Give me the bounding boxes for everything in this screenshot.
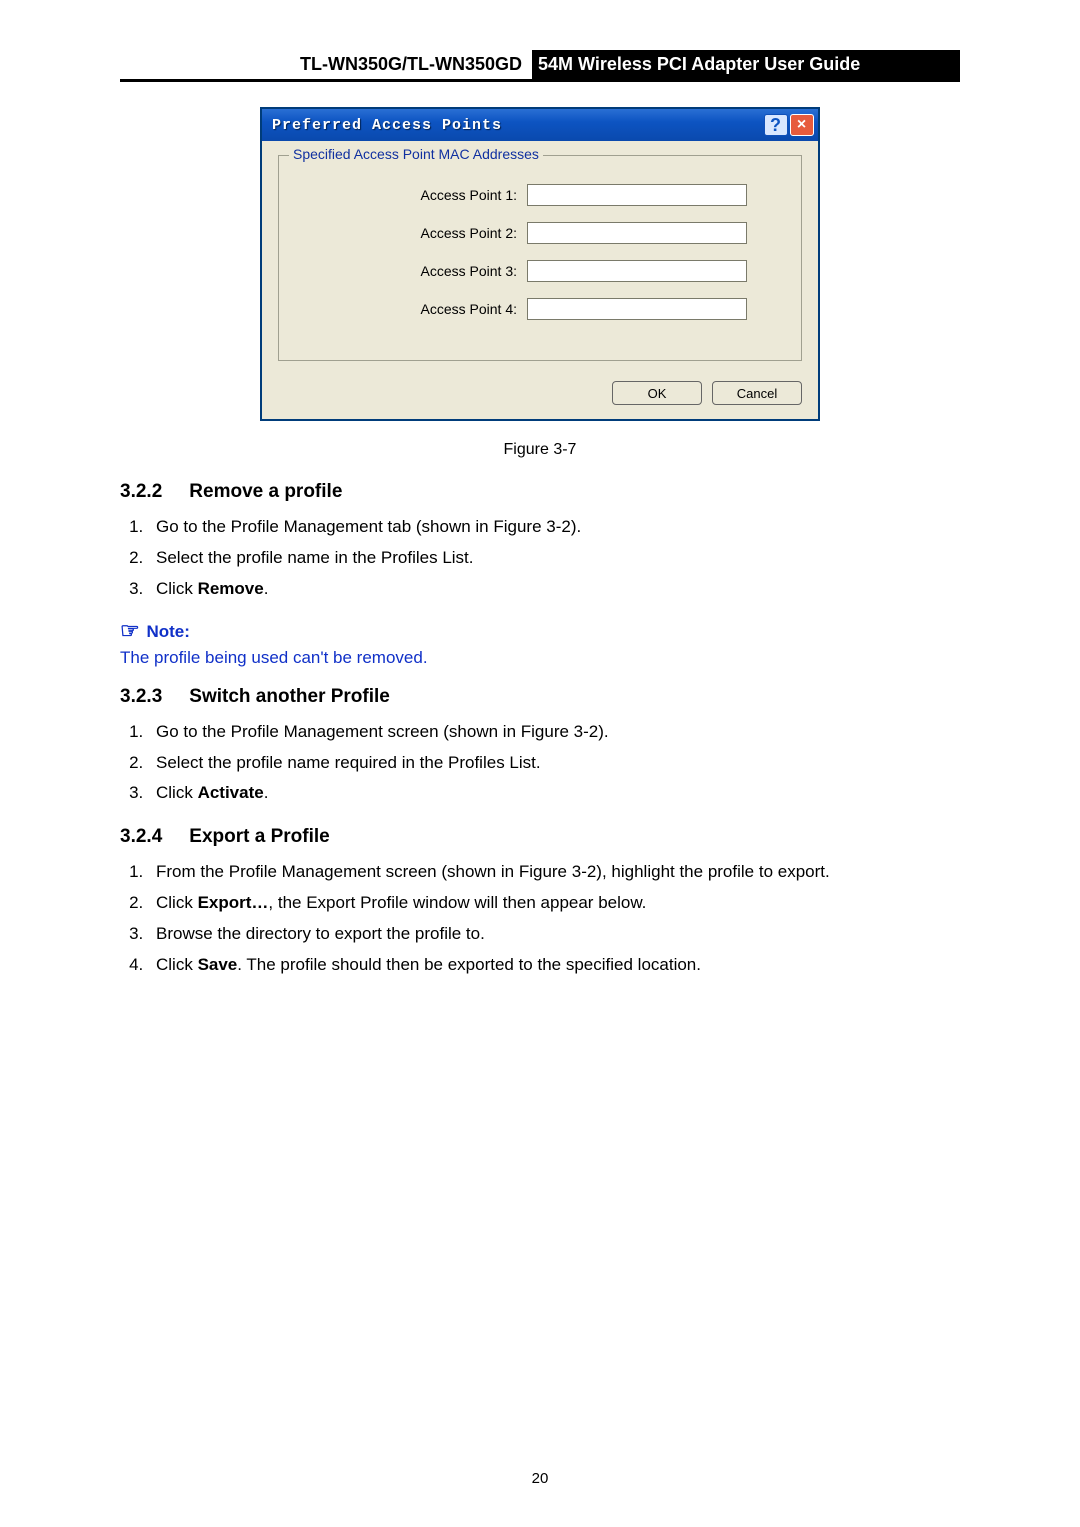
access-point-row: Access Point 4: <box>297 298 783 320</box>
ap1-label: Access Point 1: <box>297 187 527 203</box>
list-item: Click Save. The profile should then be e… <box>148 951 960 980</box>
dialog-titlebar: Preferred Access Points ? × <box>262 109 818 141</box>
help-icon[interactable]: ? <box>764 114 788 136</box>
ap3-input[interactable] <box>527 260 747 282</box>
steps-323: Go to the Profile Management screen (sho… <box>148 718 960 809</box>
mac-addresses-group: Specified Access Point MAC Addresses Acc… <box>278 155 802 361</box>
list-item: Browse the directory to export the profi… <box>148 920 960 949</box>
section-323-heading: 3.2.3 Switch another Profile <box>120 686 960 708</box>
access-point-row: Access Point 2: <box>297 222 783 244</box>
page-number: 20 <box>0 1470 1080 1487</box>
list-item: Click Export…, the Export Profile window… <box>148 889 960 918</box>
ap2-label: Access Point 2: <box>297 225 527 241</box>
list-item: Click Remove. <box>148 575 960 604</box>
close-icon[interactable]: × <box>790 114 814 136</box>
ap1-input[interactable] <box>527 184 747 206</box>
header-model: TL-WN350G/TL-WN350GD <box>120 50 532 79</box>
section-title: Export a Profile <box>189 826 329 847</box>
section-num: 3.2.4 <box>120 826 184 848</box>
steps-324: From the Profile Management screen (show… <box>148 858 960 980</box>
list-item: Go to the Profile Management screen (sho… <box>148 718 960 747</box>
steps-322: Go to the Profile Management tab (shown … <box>148 513 960 604</box>
note-body: The profile being used can't be removed. <box>120 648 960 668</box>
pointing-hand-icon: ☞ <box>120 618 140 643</box>
section-322-heading: 3.2.2 Remove a profile <box>120 481 960 503</box>
section-title: Remove a profile <box>189 481 342 502</box>
section-num: 3.2.2 <box>120 481 184 503</box>
ap3-label: Access Point 3: <box>297 263 527 279</box>
group-legend: Specified Access Point MAC Addresses <box>289 146 543 162</box>
doc-header: TL-WN350G/TL-WN350GD 54M Wireless PCI Ad… <box>120 50 960 82</box>
access-point-row: Access Point 3: <box>297 260 783 282</box>
cancel-button[interactable]: Cancel <box>712 381 802 405</box>
access-point-row: Access Point 1: <box>297 184 783 206</box>
list-item: Click Activate. <box>148 779 960 808</box>
header-subtitle: 54M Wireless PCI Adapter User Guide <box>532 50 960 79</box>
ok-button[interactable]: OK <box>612 381 702 405</box>
list-item: From the Profile Management screen (show… <box>148 858 960 887</box>
ap4-label: Access Point 4: <box>297 301 527 317</box>
list-item: Select the profile name in the Profiles … <box>148 544 960 573</box>
preferred-access-points-dialog: Preferred Access Points ? × Specified Ac… <box>260 107 820 421</box>
ap2-input[interactable] <box>527 222 747 244</box>
dialog-title: Preferred Access Points <box>272 117 762 134</box>
note-label: Note: <box>146 622 189 641</box>
ap4-input[interactable] <box>527 298 747 320</box>
list-item: Go to the Profile Management tab (shown … <box>148 513 960 542</box>
section-title: Switch another Profile <box>189 686 390 707</box>
note-heading: ☞ Note: <box>120 618 960 644</box>
section-num: 3.2.3 <box>120 686 184 708</box>
section-324-heading: 3.2.4 Export a Profile <box>120 826 960 848</box>
figure-caption: Figure 3-7 <box>120 441 960 459</box>
list-item: Select the profile name required in the … <box>148 749 960 778</box>
